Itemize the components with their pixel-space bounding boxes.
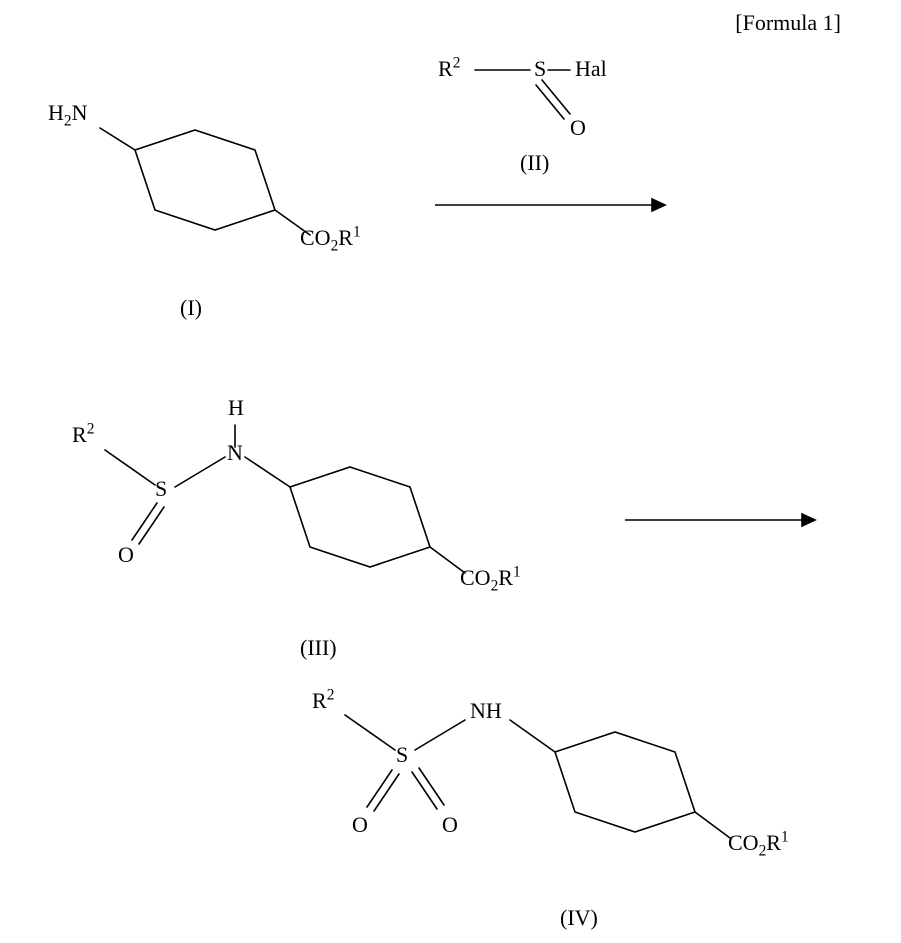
molecule-IV-ester: CO2R1 [728, 830, 789, 856]
molecule-I-caption: (I) [180, 295, 202, 321]
molecule-III-ester: CO2R1 [460, 565, 521, 591]
molecule-II-R2: R2 [438, 56, 460, 82]
molecule-IV-O-right: O [442, 812, 458, 838]
molecule-III-O: O [118, 542, 134, 568]
molecule-III-caption: (III) [300, 635, 337, 661]
formula-label: [Formula 1] [735, 10, 841, 36]
molecule-I-amine-label: H2N [48, 100, 87, 126]
molecule-IV-R2: R2 [312, 688, 334, 714]
molecule-I-ester-label: CO2R1 [300, 225, 361, 251]
molecule-I [40, 90, 360, 320]
molecule-III-R2: R2 [72, 422, 94, 448]
molecule-II-S: S [534, 56, 546, 82]
molecule-II-caption: (II) [520, 150, 549, 176]
molecule-III-S: S [155, 476, 167, 502]
molecule-IV-S: S [396, 742, 408, 768]
molecule-IV-O-left: O [352, 812, 368, 838]
reaction-arrow-1 [430, 190, 690, 220]
molecule-IV-caption: (IV) [560, 905, 598, 931]
molecule-IV [300, 680, 840, 930]
molecule-III-H: H [228, 395, 244, 421]
molecule-IV-NH: NH [470, 698, 502, 724]
molecule-III [60, 405, 560, 655]
molecule-II-Hal: Hal [575, 56, 607, 82]
reaction-arrow-2 [620, 505, 840, 535]
molecule-II-O: O [570, 115, 586, 141]
reaction-scheme: [Formula 1] H2N CO2R1 (I) R2 S Hal O (II… [0, 0, 901, 943]
molecule-III-N: N [227, 440, 243, 466]
